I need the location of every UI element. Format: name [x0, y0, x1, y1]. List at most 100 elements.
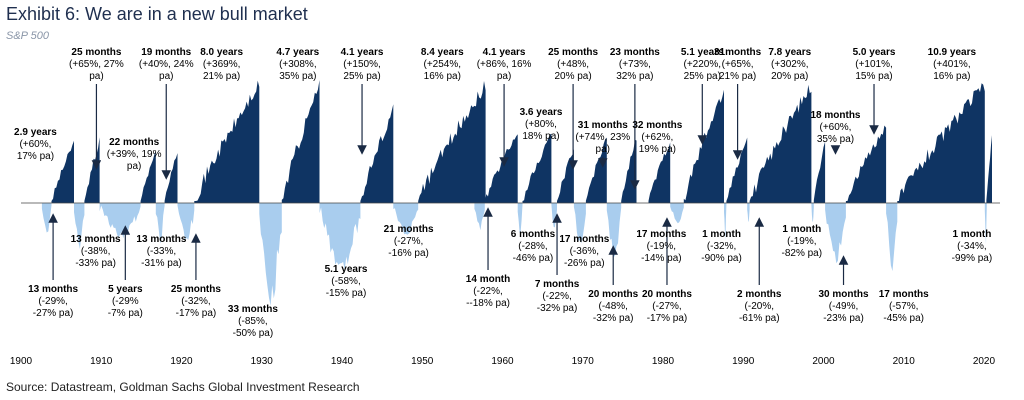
bear-market-area [886, 203, 898, 272]
bull-label: 25 months (+48%, 20% pa) [548, 47, 598, 82]
bull-market-area [845, 125, 887, 203]
bull-label-line: (+150%, [343, 59, 381, 70]
bear-market-area [393, 203, 419, 235]
bear-label-line: (-19%, [787, 236, 816, 247]
bull-label-line: 3.6 years [520, 107, 563, 118]
bull-label-line: pa) [127, 161, 141, 172]
bull-market-area [897, 83, 985, 203]
bear-market-area [474, 203, 485, 231]
bear-label-line: 7 months [535, 279, 580, 290]
bull-label-line: 8.0 years [200, 47, 243, 58]
bear-label: 5 years (-29% -7% pa) [108, 284, 143, 319]
bear-label-line: 33 months [228, 304, 278, 315]
bull-label-line: 2.9 years [14, 127, 57, 138]
bull-market-area [557, 149, 574, 203]
bear-label-line: 2 months [737, 289, 782, 300]
bull-label-line: 5.0 years [853, 47, 896, 58]
bear-label-line: 13 months [136, 234, 186, 245]
bull-market-area [726, 137, 748, 203]
bear-market-area [551, 203, 557, 228]
bear-market-area [259, 203, 282, 306]
bear-label-line: (-22%, [473, 286, 502, 297]
bear-label-line: (-57%, [889, 301, 918, 312]
bear-label-line: 13 months [71, 234, 121, 245]
bull-label-line: 5.1 years [681, 47, 724, 58]
bull-label-line: (+86%, 16% [477, 59, 532, 70]
bull-label-line: (+60%, [820, 122, 852, 133]
bull-label-line: (+302%, [771, 59, 809, 70]
bear-label-line: (-34%, [957, 241, 986, 252]
bull-label-line: (+65%, [722, 59, 754, 70]
bear-label: 13 months (-38%, -33% pa) [71, 234, 121, 269]
chart-subtitle: S&P 500 [6, 30, 50, 42]
bear-market-area [670, 203, 684, 224]
bull-label: 5.1 years (+220%, 25% pa) [681, 47, 724, 82]
bull-label-line: (+401%, [933, 59, 971, 70]
bear-label: 17 months (-36%, -26% pa) [559, 234, 609, 269]
bear-label-line: 5 years [108, 284, 143, 295]
bull-label-line: 23 months [610, 47, 660, 58]
bear-label-line: -31% pa) [141, 258, 182, 269]
bull-label-line: pa) [497, 71, 511, 82]
bull-label-line: 4.1 years [483, 47, 526, 58]
bear-label-line: -50% pa) [233, 328, 274, 339]
bear-label-line: 17 months [559, 234, 609, 245]
bear-label-line: -45% pa) [883, 313, 924, 324]
bull-label-line: 19% pa) [639, 144, 676, 155]
bull-label: 5.0 years (+101%, 15% pa) [853, 47, 896, 82]
bull-label-line: (+74%, 23% [575, 132, 630, 143]
bear-label-line: 25 months [171, 284, 221, 295]
bear-market-area [41, 203, 52, 233]
bull-market-area [281, 80, 320, 203]
bear-label-line: (-29%, [38, 296, 67, 307]
bull-label-line: (+73%, [619, 59, 651, 70]
bull-market-area [683, 89, 724, 203]
bear-label-line: -16% pa) [388, 248, 429, 259]
x-axis-ticks: 1900 1910 1920 1930 1940 1950 1960 1970 1980 1990… [10, 356, 996, 367]
bull-market-area [648, 142, 671, 203]
bear-market-area [177, 203, 195, 241]
bull-market-area [164, 153, 178, 203]
bull-label: 10.9 years (+401%, 16% pa) [928, 47, 977, 82]
bear-label-line: -32% pa) [537, 303, 578, 314]
bear-label-line: -46% pa) [513, 253, 554, 264]
bull-label-line: 4.1 years [341, 47, 384, 58]
bull-label-line: 19 months [141, 47, 191, 58]
bull-label-line: (+40%, 24% [139, 59, 194, 70]
bull-label-line: 8.4 years [421, 47, 464, 58]
bull-label: 4.1 years (+150%, 25% pa) [341, 47, 384, 82]
bull-label: 19 months (+40%, 24% pa) [139, 47, 194, 82]
x-tick-label: 2000 [812, 356, 835, 367]
bull-label-line: (+60%, [19, 139, 51, 150]
bull-label-line: 25% pa) [684, 71, 721, 82]
bull-label: 4.1 years (+86%, 16% pa) [477, 47, 532, 82]
market-areas [21, 80, 1000, 306]
bear-label-line: (-32%, [181, 296, 210, 307]
bear-label-line: 1 month [952, 229, 991, 240]
bear-label-line: 17 months [879, 289, 929, 300]
bull-label-line: (+62%, [641, 132, 673, 143]
bear-label-line: (-29% [112, 296, 139, 307]
bull-label-line: 20% pa) [554, 71, 591, 82]
bear-label-line: (-33%, [147, 246, 176, 257]
chart-source: Source: Datastream, Goldman Sachs Global… [6, 380, 360, 394]
bear-label: 20 months (-48%, -32% pa) [588, 289, 638, 324]
chart-title: Exhibit 6: We are in a new bull market [6, 4, 308, 24]
bull-label: 8.4 years (+254%, 16% pa) [421, 47, 464, 82]
bear-label: 21 months (-27%, -16% pa) [384, 224, 434, 259]
bear-label-line: -15% pa) [326, 288, 367, 299]
bear-market-area [606, 203, 622, 257]
callout-arrows [48, 84, 879, 285]
bear-label-line: (-48%, [598, 301, 627, 312]
bull-label: 25 months (+65%, 27% pa) [69, 47, 124, 82]
bear-label-line: 6 months [511, 229, 556, 240]
x-tick-label: 1910 [90, 356, 113, 367]
bear-label: 30 months (-49%, -23% pa) [819, 289, 869, 324]
bear-market-area [155, 203, 165, 244]
bear-market-area [825, 203, 846, 264]
bull-label-line: 25 months [548, 47, 598, 58]
bull-market-area [986, 135, 992, 203]
bull-label-line: pa) [159, 71, 173, 82]
bull-label-line: (+308%, [279, 59, 317, 70]
